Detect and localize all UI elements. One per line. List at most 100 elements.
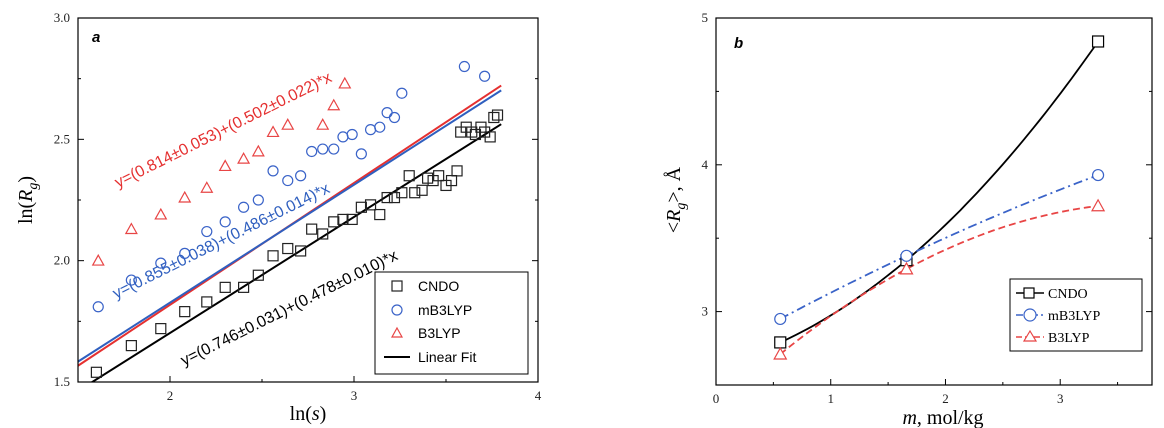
point-mb3lyp <box>155 257 167 269</box>
series-lines <box>779 40 1099 355</box>
point-cndo <box>252 269 264 281</box>
point-cndo <box>374 208 386 221</box>
point-cndo <box>381 191 393 204</box>
point-b3lyp <box>327 98 341 111</box>
point-mb3lyp <box>125 274 137 286</box>
point-mb3lyp <box>328 143 340 155</box>
point-mb3lyp <box>252 194 264 206</box>
x-tick-label: 2 <box>167 388 174 403</box>
point-cndo <box>90 366 103 378</box>
legend-marker-cndo-b <box>1023 287 1035 299</box>
point-b3lyp <box>281 118 295 130</box>
point-mb3lyp <box>381 107 393 119</box>
x-axis-label-a: ln(s) <box>290 403 327 425</box>
legend-marker-mb3lyp <box>391 304 403 316</box>
point-cndo <box>125 340 137 352</box>
x-tick-label: 3 <box>351 388 358 403</box>
fit-lines <box>78 84 502 382</box>
point-cndo <box>155 323 167 335</box>
point-mb3lyp <box>374 121 386 133</box>
legend-label-linear-fit: Linear Fit <box>418 349 476 365</box>
point-cndo <box>396 187 408 199</box>
marker-mb3lyp <box>774 312 787 326</box>
x-tick-label: 4 <box>535 388 542 403</box>
legend-label-b3lyp-b: B3LYP <box>1048 331 1090 346</box>
x-tick-label: 2 <box>942 391 949 406</box>
point-cndo <box>355 201 367 213</box>
legend-label-mb3lyp-b: mB3LYP <box>1048 309 1100 324</box>
point-mb3lyp <box>267 165 279 177</box>
y-axis-label-b: <Rg>, Å <box>663 166 689 233</box>
data-points <box>90 60 504 378</box>
point-mb3lyp <box>458 60 470 73</box>
marker-b3lyp <box>1091 198 1106 212</box>
plot-frame-b <box>715 17 1153 386</box>
point-mb3lyp <box>92 301 104 313</box>
point-cndo <box>484 131 496 143</box>
point-cndo <box>201 296 213 308</box>
series-markers <box>773 35 1106 360</box>
point-b3lyp <box>237 152 251 164</box>
panel-label-a: a <box>92 29 100 46</box>
fit-line-2 <box>90 123 502 382</box>
point-cndo <box>416 184 428 196</box>
legend-b: CNDO mB3LYP B3LYP <box>1009 278 1143 352</box>
point-cndo <box>295 245 307 257</box>
y-tick-label: 2.0 <box>54 253 70 268</box>
point-b3lyp <box>266 125 280 138</box>
legend-label-cndo-b: CNDO <box>1048 287 1088 302</box>
x-tick-label: 3 <box>1057 391 1064 406</box>
point-cndo <box>317 228 329 240</box>
point-b3lyp <box>91 253 105 266</box>
legend-marker-cndo <box>391 280 403 292</box>
legend-label-cndo: CNDO <box>418 278 459 294</box>
marker-mb3lyp <box>1091 168 1105 182</box>
marker-b3lyp <box>773 346 788 360</box>
legend-marker-mb3lyp-b <box>1023 308 1037 322</box>
point-cndo <box>409 187 421 199</box>
fit-equation-b3lyp: y=(0.814±0.053)+(0.502±0.022)*x <box>112 69 334 191</box>
marker-b3lyp <box>899 261 914 275</box>
point-mb3lyp <box>179 247 191 259</box>
point-mb3lyp <box>346 128 358 141</box>
legend-label-b3lyp: B3LYP <box>418 325 461 341</box>
y-tick-label: 4 <box>702 157 709 172</box>
x-axis-label-b: m, mol/kg <box>902 407 983 428</box>
fit-equation-mb3lyp: y=(0.855±0.038)+(0.486±0.014)*x <box>110 180 332 302</box>
point-b3lyp <box>218 159 232 172</box>
legend-label-mb3lyp: mB3LYP <box>418 302 472 318</box>
point-cndo <box>179 306 191 318</box>
point-cndo <box>346 213 358 226</box>
point-mb3lyp <box>364 124 377 136</box>
point-mb3lyp <box>201 225 213 238</box>
panel-b: 0 1 2 3 3 4 5 b m, mol/kg <Rg>, Å CNDO mB3LYP … <box>663 10 1153 428</box>
axis-ticks-b: 0 1 2 3 3 4 5 <box>702 10 1152 406</box>
point-mb3lyp <box>317 143 329 155</box>
axis-ticks-a: 2 3 4 1.5 2.0 2.5 3.0 <box>54 10 542 403</box>
point-mb3lyp <box>219 216 231 228</box>
point-b3lyp <box>154 207 168 220</box>
point-cndo <box>219 281 231 293</box>
point-b3lyp <box>178 190 192 203</box>
point-cndo <box>403 170 415 182</box>
panel-a: 2 3 4 1.5 2.0 2.5 3.0 a ln(s) ln(Rg) y=(0.814±… <box>15 10 542 425</box>
point-mb3lyp <box>388 111 401 124</box>
point-cndo <box>267 250 279 262</box>
point-cndo <box>328 216 340 228</box>
point-cndo <box>306 223 318 235</box>
fit-equation-cndo: y=(0.746±0.031)+(0.478±0.010)*x <box>178 247 400 369</box>
point-mb3lyp <box>295 170 307 182</box>
point-cndo <box>433 170 445 182</box>
point-cndo <box>364 199 377 211</box>
point-b3lyp <box>316 118 330 130</box>
y-tick-label: 3 <box>702 304 709 319</box>
fit-line-1 <box>78 89 502 363</box>
point-cndo <box>238 281 250 293</box>
marker-cndo <box>774 336 787 349</box>
legend-marker-b3lyp <box>390 326 404 338</box>
point-b3lyp <box>251 144 265 157</box>
point-mb3lyp <box>396 87 408 99</box>
y-tick-label: 1.5 <box>54 374 70 389</box>
point-cndo <box>337 213 349 226</box>
